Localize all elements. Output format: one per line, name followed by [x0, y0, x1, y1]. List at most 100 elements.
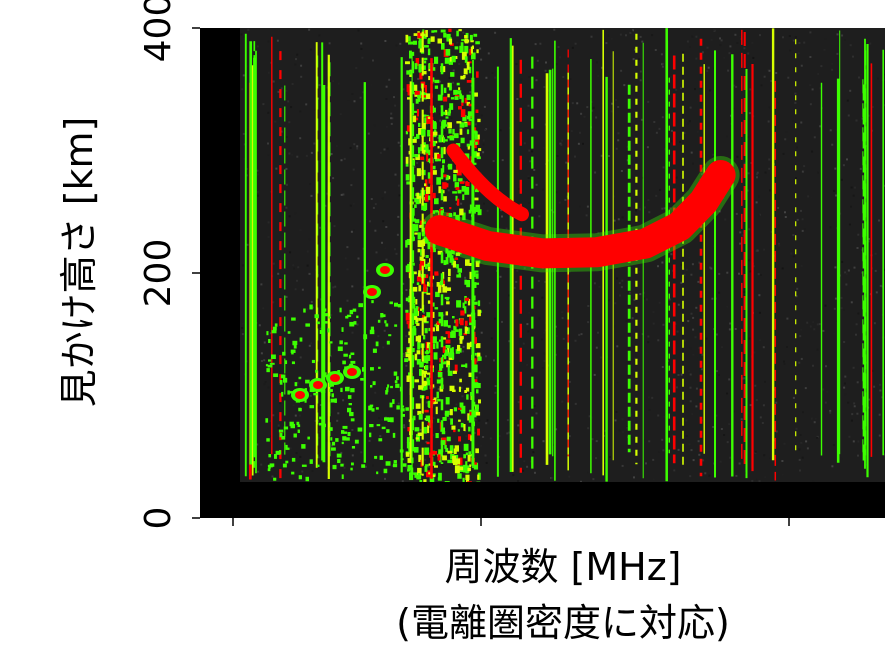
noise-speck: [441, 201, 444, 204]
noise-speck: [568, 435, 571, 438]
interference-cell: [463, 464, 468, 473]
noise-speck: [245, 174, 248, 177]
noise-speck: [647, 100, 650, 103]
interference-cell: [446, 287, 452, 291]
noise-speck: [382, 220, 385, 223]
noise-speck: [846, 99, 849, 102]
noise-speck: [868, 398, 870, 401]
noise-speck: [267, 153, 270, 156]
noise-speck: [260, 463, 263, 466]
noise-speck: [671, 129, 673, 132]
interference-cell: [475, 343, 481, 349]
noise-speck: [679, 140, 682, 143]
interference-cell: [420, 308, 423, 311]
noise-speck: [715, 333, 718, 336]
scatter-echo: [343, 353, 348, 357]
noise-speck: [763, 248, 766, 251]
scatter-echo: [399, 386, 403, 392]
interference-cell: [425, 464, 429, 467]
noise-speck: [813, 328, 816, 331]
noise-speck: [523, 232, 526, 235]
noise-speck: [822, 329, 825, 332]
noise-speck: [739, 231, 742, 234]
noise-speck: [847, 269, 850, 272]
noise-speck: [767, 120, 770, 123]
interference-cell: [417, 240, 423, 248]
interference-cell: [435, 323, 440, 332]
interference-cell: [444, 57, 450, 64]
noise-speck: [706, 70, 709, 72]
interference-cell: [476, 71, 479, 78]
interference-cell: [412, 40, 417, 45]
interference-cell: [475, 273, 479, 279]
noise-speck: [487, 52, 490, 55]
interference-cell: [451, 425, 456, 430]
noise-speck: [844, 393, 847, 396]
interference-cell: [405, 34, 409, 43]
noise-speck: [701, 51, 704, 54]
interference-cell: [415, 299, 418, 305]
noise-speck: [288, 215, 291, 218]
noise-speck: [528, 149, 531, 152]
interference-cell: [470, 40, 474, 43]
noise-speck: [877, 77, 880, 80]
interference-cell: [405, 163, 409, 167]
noise-speck: [794, 342, 796, 345]
noise-speck: [831, 68, 834, 71]
interference-cell: [415, 427, 418, 432]
interference-cell: [458, 436, 462, 442]
scatter-echo: [279, 433, 283, 438]
noise-speck: [561, 139, 563, 142]
interference-cell: [408, 138, 411, 146]
noise-speck: [705, 337, 708, 340]
scatter-echo: [305, 323, 310, 327]
scatter-echo: [285, 460, 289, 464]
noise-speck: [698, 453, 701, 456]
scatter-echo: [394, 302, 398, 307]
noise-speck: [285, 206, 288, 209]
scatter-echo: [331, 393, 334, 398]
noise-speck: [350, 184, 353, 187]
noise-speck: [455, 403, 458, 406]
noise-speck: [842, 164, 845, 167]
scatter-echo: [269, 463, 275, 467]
noise-speck: [855, 323, 858, 326]
noise-speck: [711, 297, 714, 300]
noise-speck: [812, 480, 815, 483]
noise-speck: [403, 149, 406, 152]
interference-cell: [474, 137, 478, 142]
noise-speck: [377, 335, 380, 338]
noise-speck: [647, 335, 650, 338]
noise-speck: [758, 311, 761, 314]
noise-speck: [806, 447, 809, 450]
noise-speck: [508, 294, 511, 297]
interference-cell: [406, 442, 412, 449]
interference-cell: [466, 61, 470, 70]
interference-cell: [429, 477, 435, 485]
noise-speck: [685, 268, 688, 271]
scatter-echo: [283, 426, 289, 430]
noise-speck: [594, 171, 597, 174]
noise-speck: [831, 62, 834, 65]
noise-speck: [385, 258, 388, 261]
interference-cell: [466, 394, 469, 400]
noise-speck: [795, 295, 798, 298]
noise-speck: [393, 96, 395, 99]
noise-speck: [645, 462, 647, 465]
interference-cell: [414, 224, 419, 232]
scatter-echo: [274, 454, 277, 459]
noise-speck: [857, 454, 859, 457]
noise-speck: [878, 434, 881, 437]
noise-speck: [633, 476, 635, 479]
interference-cell: [443, 174, 447, 178]
noise-speck: [749, 88, 752, 91]
interference-cell: [454, 329, 459, 332]
noise-speck: [545, 61, 547, 64]
noise-speck: [825, 176, 828, 179]
interference-cell: [466, 116, 471, 120]
noise-speck: [632, 58, 635, 61]
scatter-echo: [370, 326, 375, 331]
interference-cell: [464, 123, 468, 127]
noise-speck: [741, 234, 744, 237]
interference-cell: [414, 91, 420, 95]
